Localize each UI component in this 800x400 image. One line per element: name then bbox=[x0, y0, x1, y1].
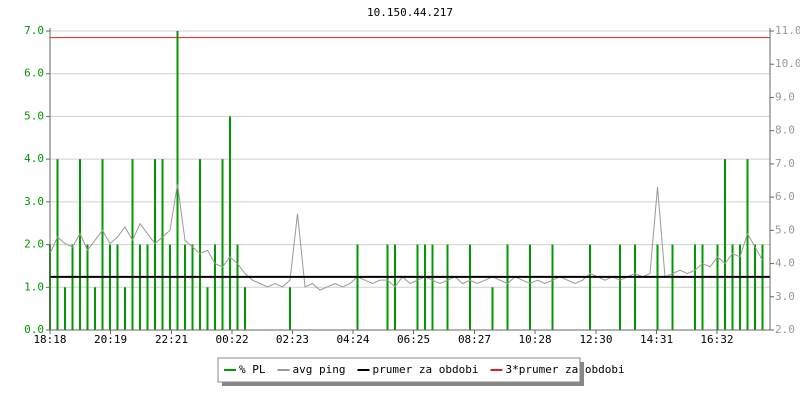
y-tick-label: 5.0 bbox=[24, 109, 44, 122]
x-tick-label: 22:21 bbox=[155, 333, 188, 346]
y-tick-label: 7.0 bbox=[24, 24, 44, 37]
y2-tick-label: 4.0 bbox=[775, 257, 795, 270]
y2-tick-label: 10.0 bbox=[775, 57, 800, 70]
y2-tick-label: 7.0 bbox=[775, 157, 795, 170]
y2-tick-label: 6.0 bbox=[775, 190, 795, 203]
y2-tick-label: 11.0 bbox=[775, 24, 800, 37]
chart-title: 10.150.44.217 bbox=[367, 6, 453, 19]
y2-tick-label: 9.0 bbox=[775, 90, 795, 103]
legend-label: avg ping bbox=[293, 363, 346, 376]
x-tick-label: 02:23 bbox=[276, 333, 309, 346]
x-tick-label: 14:31 bbox=[640, 333, 673, 346]
legend-label: % PL bbox=[239, 363, 266, 376]
x-tick-label: 06:25 bbox=[397, 333, 430, 346]
x-tick-label: 12:30 bbox=[579, 333, 612, 346]
legend-label: prumer za obdobi bbox=[372, 363, 478, 376]
x-tick-label: 20:19 bbox=[94, 333, 127, 346]
y-tick-label: 0.0 bbox=[24, 323, 44, 336]
y-tick-label: 2.0 bbox=[24, 238, 44, 251]
y-tick-label: 4.0 bbox=[24, 152, 44, 165]
x-tick-label: 16:32 bbox=[700, 333, 733, 346]
ping-line bbox=[49, 183, 763, 291]
x-tick-label: 18:18 bbox=[33, 333, 66, 346]
x-tick-label: 00:22 bbox=[215, 333, 248, 346]
x-tick-label: 04:24 bbox=[336, 333, 369, 346]
x-tick-label: 10:28 bbox=[518, 333, 551, 346]
y2-tick-label: 5.0 bbox=[775, 223, 795, 236]
y2-tick-label: 8.0 bbox=[775, 124, 795, 137]
y2-tick-label: 3.0 bbox=[775, 290, 795, 303]
legend-label: 3*prumer za obdobi bbox=[505, 363, 624, 376]
y-tick-label: 6.0 bbox=[24, 67, 44, 80]
y-tick-label: 3.0 bbox=[24, 195, 44, 208]
y-tick-label: 1.0 bbox=[24, 280, 44, 293]
y2-tick-label: 2.0 bbox=[775, 323, 795, 336]
x-tick-label: 08:27 bbox=[458, 333, 491, 346]
